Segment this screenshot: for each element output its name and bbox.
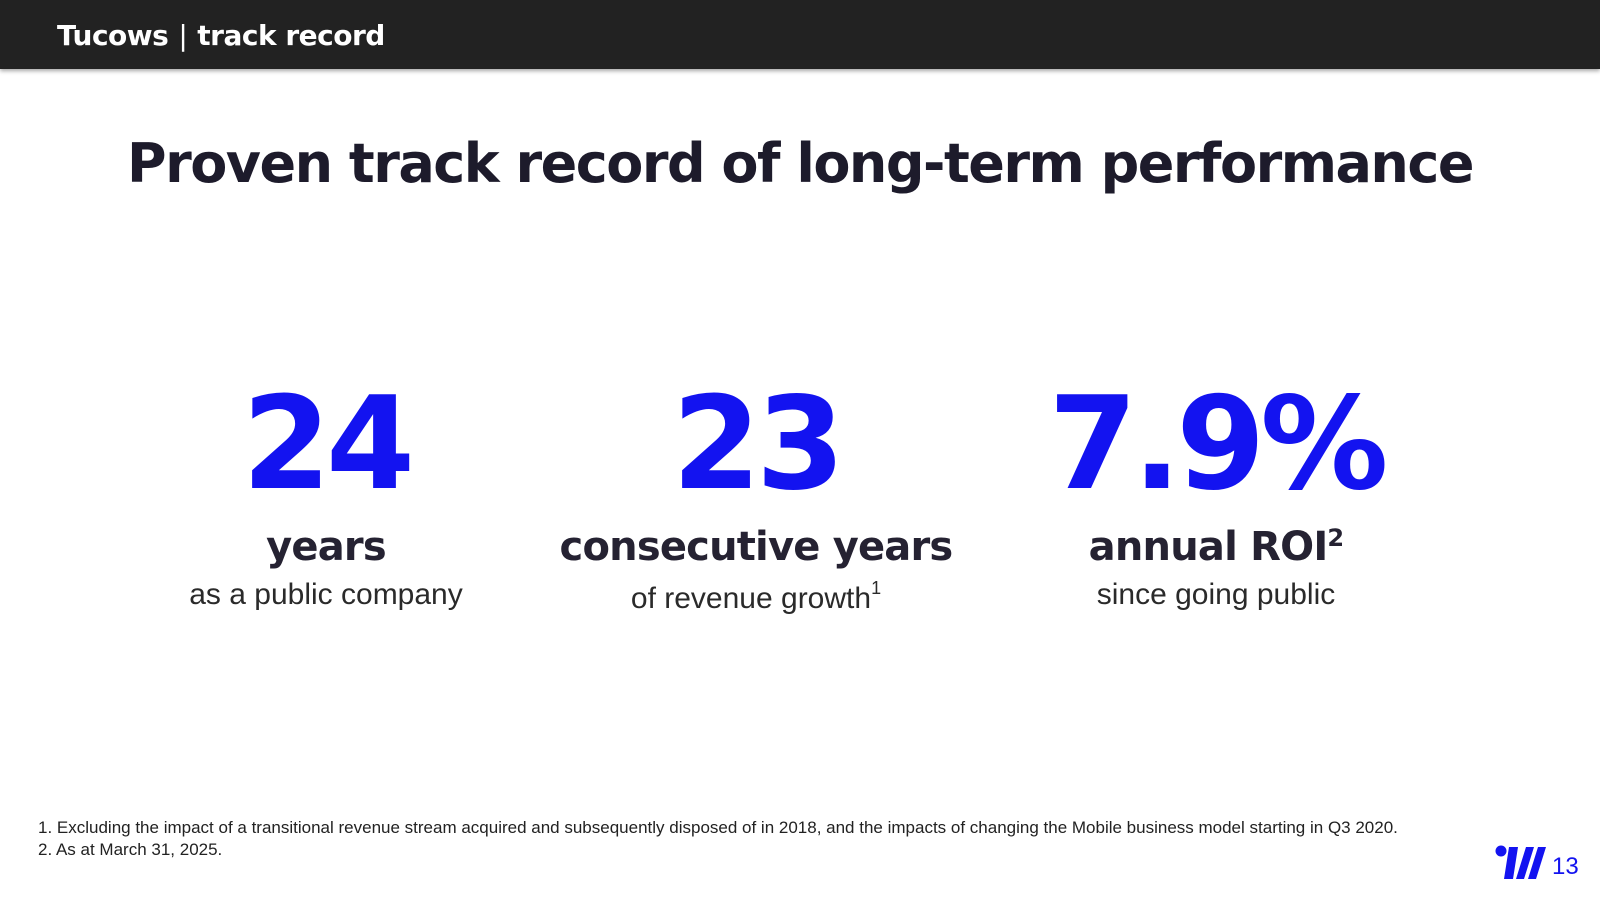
footnotes: 1. Excluding the impact of a transitiona… [38, 817, 1398, 861]
stat-annual-roi: 7.9% annual ROI2 since going public [986, 380, 1446, 612]
footnote-2: 2. As at March 31, 2025. [38, 840, 223, 859]
stat-value: 24 [241, 370, 415, 519]
tucows-logo-icon [1495, 845, 1546, 879]
footnote-1: 1. Excluding the impact of a transitiona… [38, 818, 1398, 837]
stat-public-years: 24 years as a public company [96, 380, 556, 612]
stat-revenue-growth: 23 consecutive years of revenue growth1 [526, 380, 986, 616]
stat-label: years [266, 524, 387, 570]
footnote-ref: 1 [871, 578, 882, 598]
brand-name: Tucows [57, 19, 169, 52]
stat-label: annual ROI2 [1088, 524, 1344, 570]
page-number: 13 [1552, 853, 1579, 880]
stat-subtitle: as a public company [189, 578, 463, 611]
stat-subtitle: since going public [1096, 578, 1336, 611]
page-title: Proven track record of long-term perform… [127, 132, 1475, 195]
stat-value: 7.9% [1048, 370, 1389, 519]
section-name: track record [197, 19, 385, 52]
top-bar: Tucows | track record [0, 0, 1600, 69]
header-separator: | [178, 19, 188, 52]
stat-label: consecutive years [559, 524, 954, 570]
stat-value: 23 [671, 370, 845, 519]
stat-subtitle: of revenue growth1 [630, 578, 882, 615]
footnote-ref: 2 [1327, 524, 1344, 552]
header-title: Tucows | track record [57, 19, 385, 52]
